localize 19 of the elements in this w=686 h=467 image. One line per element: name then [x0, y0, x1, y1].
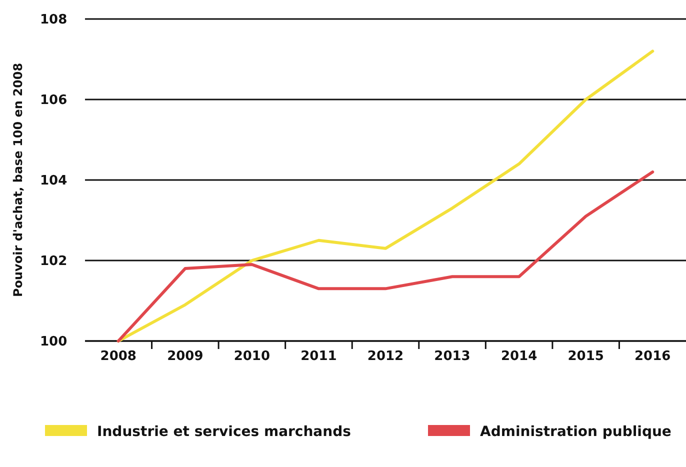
- x-tick-label: 2015: [568, 349, 604, 364]
- x-tick-label: 2008: [100, 349, 136, 364]
- x-tick-label: 2013: [434, 349, 470, 364]
- x-tick-label: 2014: [500, 349, 538, 364]
- y-axis-title: Pouvoir d'achat, base 100 en 2008: [11, 62, 25, 298]
- x-tick-label: 2012: [367, 349, 404, 364]
- y-tick-label: 108: [40, 12, 68, 28]
- legend-label: Administration publique: [480, 424, 672, 440]
- y-tick-label: 104: [40, 174, 68, 189]
- y-tick-label: 102: [40, 254, 68, 270]
- line-series: [116, 170, 654, 342]
- y-tick-label: 100: [40, 334, 68, 350]
- line-series: [116, 50, 654, 342]
- x-tick-label: 2011: [300, 349, 337, 364]
- x-tick-label: 2016: [634, 349, 671, 364]
- x-tick-label: 2010: [234, 349, 270, 364]
- legend-label: Industrie et services marchands: [97, 424, 351, 440]
- y-tick-label: 106: [40, 93, 68, 108]
- x-tick-label: 2009: [167, 349, 204, 364]
